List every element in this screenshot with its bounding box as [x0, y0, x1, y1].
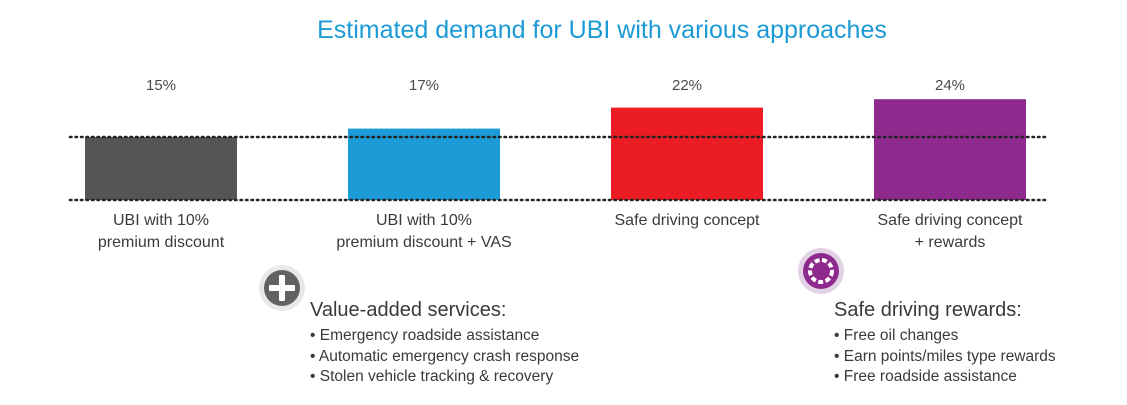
rewards-heading: Safe driving rewards: [834, 299, 1022, 321]
vas-list: Emergency roadside assistance Automatic … [310, 326, 579, 388]
bar [348, 128, 500, 200]
list-item: Stolen vehicle tracking & recovery [310, 367, 579, 388]
list-item: Free oil changes [834, 326, 1056, 347]
list-item: Earn points/miles type rewards [834, 347, 1056, 368]
value-label: 22% [672, 77, 702, 94]
category-label: UBI with 10% [113, 212, 209, 229]
chart-title: Estimated demand for UBI with various ap… [317, 16, 887, 44]
list-item: Free roadside assistance [834, 367, 1056, 388]
category-label: Safe driving concept [878, 212, 1024, 229]
bar [874, 99, 1026, 200]
category-label: Safe driving concept [615, 212, 761, 229]
value-label: 15% [146, 77, 176, 94]
gear-icon [797, 247, 845, 295]
vas-heading: Value-added services: [310, 299, 507, 321]
plus-circle-icon [258, 264, 306, 312]
bar [611, 107, 763, 200]
rewards-list: Free oil changes Earn points/miles type … [834, 326, 1056, 388]
category-label: premium discount [98, 234, 225, 251]
value-label: 17% [409, 77, 439, 94]
safe-driving-rewards-panel: Safe driving rewards: Free oil changes E… [834, 299, 1056, 388]
list-item: Emergency roadside assistance [310, 326, 579, 347]
bar [85, 137, 237, 200]
list-item: Automatic emergency crash response [310, 347, 579, 368]
value-label: 24% [935, 77, 965, 94]
category-label: + rewards [915, 234, 986, 251]
value-added-services-panel: Value-added services: Emergency roadside… [310, 299, 579, 388]
category-label: premium discount + VAS [336, 234, 511, 251]
category-label: UBI with 10% [376, 212, 472, 229]
